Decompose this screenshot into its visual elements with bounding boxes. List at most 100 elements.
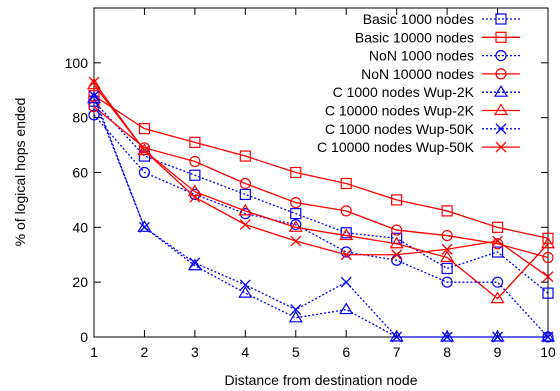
series-8: [88, 76, 554, 283]
y-tick-label: 80: [72, 110, 88, 126]
data-point: [290, 304, 302, 316]
x-tick-label: 1: [90, 344, 98, 360]
data-point: [86, 77, 102, 90]
data-point: [239, 177, 251, 190]
legend-entry: Basic 10000 nodes: [355, 29, 520, 45]
legend-entry: NoN 10000 nodes: [361, 66, 520, 82]
data-point: [490, 329, 505, 342]
legend-entry: C 1000 nodes Wup-50K: [325, 121, 520, 137]
x-tick-label: 7: [393, 344, 401, 360]
data-point: [441, 331, 453, 343]
data-point: [339, 228, 354, 241]
data-point: [88, 109, 100, 121]
series-layer: [86, 76, 556, 343]
y-tick-label: 40: [72, 219, 88, 235]
data-point: [339, 302, 354, 315]
series-line: [93, 98, 548, 338]
legend-entry: C 1000 nodes Wup-2K: [333, 84, 520, 100]
data-point: [542, 232, 554, 244]
y-axis-title: % of logical hops ended: [12, 98, 28, 247]
series-6: [86, 77, 556, 304]
x-tick-label: 4: [241, 344, 249, 360]
legend-label: Basic 1000 nodes: [363, 11, 474, 27]
series-1: [88, 95, 554, 299]
legend-marker: [495, 49, 507, 62]
data-point: [441, 262, 453, 275]
data-point: [187, 184, 202, 197]
data-point: [441, 276, 453, 288]
data-point: [340, 205, 352, 217]
data-point: [137, 143, 152, 156]
data-point: [238, 203, 253, 216]
y-tick-label: 0: [80, 329, 88, 345]
legend-label: C 1000 nodes Wup-50K: [325, 121, 475, 137]
legend-marker: [493, 103, 509, 116]
data-point: [88, 90, 100, 102]
data-point: [290, 208, 302, 220]
data-point: [288, 310, 303, 323]
data-point: [340, 276, 352, 288]
legend-label: NoN 1000 nodes: [369, 48, 474, 64]
data-point: [490, 291, 505, 304]
x-tick-label: 3: [191, 344, 199, 360]
legend-label: C 10000 nodes Wup-50K: [317, 139, 475, 155]
data-point: [189, 136, 201, 148]
data-point: [440, 329, 455, 342]
data-point: [441, 243, 453, 255]
data-point: [340, 177, 352, 190]
y-tick-label: 100: [65, 55, 89, 71]
data-point: [239, 150, 251, 162]
legend-marker: [495, 68, 507, 80]
x-tick-label: 9: [494, 344, 502, 360]
y-tick-label: 60: [72, 165, 88, 181]
data-point: [542, 251, 554, 264]
data-point: [391, 331, 403, 343]
data-point: [288, 220, 303, 232]
x-tick-label: 5: [292, 344, 300, 360]
data-point: [187, 258, 202, 271]
data-point: [290, 235, 302, 247]
x-tick-label: 10: [540, 344, 556, 360]
x-axis-title: Distance from destination node: [225, 372, 418, 388]
series-line: [93, 95, 548, 338]
data-point: [238, 285, 253, 298]
data-point: [189, 257, 201, 269]
y-tick-label: 20: [72, 274, 88, 290]
data-point: [88, 76, 100, 88]
data-point: [542, 287, 554, 299]
data-point: [340, 246, 352, 258]
legend-entry: C 10000 nodes Wup-2K: [325, 103, 520, 119]
data-point: [86, 91, 102, 104]
data-point: [441, 205, 453, 217]
plot-border: [93, 7, 549, 338]
data-point: [391, 249, 403, 261]
series-7: [88, 90, 554, 343]
data-point: [491, 221, 504, 233]
legend: Basic 1000 nodes Basic 10000 nodes NoN 100…: [317, 11, 520, 155]
data-point: [542, 331, 554, 343]
data-point: [239, 279, 251, 291]
data-point: [138, 221, 150, 233]
series-line: [93, 95, 549, 239]
data-point: [389, 329, 404, 342]
series-line: [93, 106, 549, 259]
series-line: [93, 114, 549, 338]
series-line: [93, 100, 549, 294]
legend-entry: NoN 1000 nodes: [369, 48, 520, 64]
data-point: [391, 224, 403, 236]
legend-label: NoN 10000 nodes: [361, 66, 474, 82]
legend-label: C 1000 nodes Wup-2K: [333, 84, 475, 100]
data-point: [138, 166, 151, 179]
data-point: [88, 101, 100, 113]
data-point: [88, 90, 100, 102]
data-point: [441, 229, 453, 242]
series-2: [88, 90, 554, 244]
legend-label: C 10000 nodes Wup-2K: [325, 103, 475, 119]
data-point: [137, 220, 152, 232]
legend-entry: C 10000 nodes Wup-50K: [317, 139, 520, 155]
data-point: [542, 271, 554, 283]
data-point: [540, 329, 556, 342]
data-point: [189, 191, 201, 203]
series-line: [93, 84, 549, 300]
